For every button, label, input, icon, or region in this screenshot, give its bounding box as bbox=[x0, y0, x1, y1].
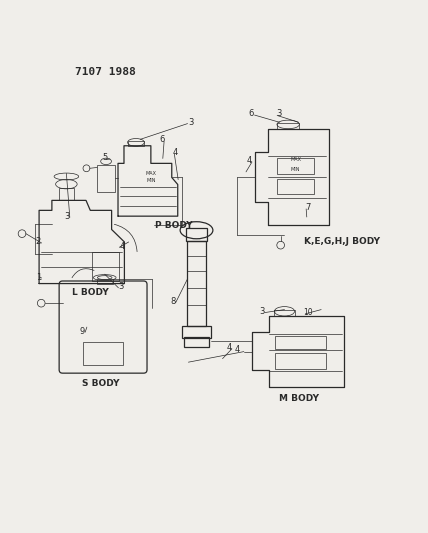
Text: P BODY: P BODY bbox=[155, 222, 192, 230]
Text: 1: 1 bbox=[36, 273, 41, 281]
Text: L BODY: L BODY bbox=[72, 288, 109, 296]
Text: 4: 4 bbox=[226, 343, 232, 352]
Bar bbox=[182, 326, 211, 338]
Text: 6: 6 bbox=[159, 135, 165, 144]
Text: MAX: MAX bbox=[290, 157, 301, 162]
Bar bbox=[97, 165, 115, 191]
Text: 6: 6 bbox=[249, 109, 254, 118]
Text: 4: 4 bbox=[247, 156, 252, 165]
Text: K,E,G,H,J BODY: K,E,G,H,J BODY bbox=[304, 237, 380, 246]
Text: 4: 4 bbox=[235, 345, 240, 354]
Bar bbox=[277, 158, 314, 174]
Text: MAX: MAX bbox=[146, 172, 156, 176]
Bar bbox=[128, 141, 144, 146]
Text: 2: 2 bbox=[36, 237, 41, 246]
Bar bbox=[97, 279, 113, 285]
Bar bbox=[187, 241, 206, 326]
Text: 3: 3 bbox=[259, 307, 265, 316]
Bar bbox=[186, 228, 207, 241]
Text: 3: 3 bbox=[188, 118, 193, 127]
Bar bbox=[92, 252, 119, 281]
Text: 3: 3 bbox=[118, 282, 124, 291]
Text: MIN: MIN bbox=[146, 179, 156, 183]
Bar bbox=[275, 353, 326, 368]
Bar bbox=[274, 310, 294, 317]
Text: 4: 4 bbox=[173, 148, 178, 157]
Text: M BODY: M BODY bbox=[279, 394, 319, 403]
Bar bbox=[277, 123, 299, 128]
Text: 9: 9 bbox=[79, 327, 84, 336]
Text: 8: 8 bbox=[170, 297, 175, 306]
Text: 7: 7 bbox=[305, 203, 311, 212]
Text: 4: 4 bbox=[120, 241, 125, 251]
Text: 3: 3 bbox=[276, 109, 282, 118]
Bar bbox=[277, 179, 314, 194]
Bar bbox=[83, 342, 123, 366]
Bar bbox=[59, 189, 74, 200]
Text: S BODY: S BODY bbox=[82, 379, 120, 389]
Text: 7107 1988: 7107 1988 bbox=[75, 67, 136, 77]
Text: 3: 3 bbox=[64, 212, 69, 221]
Text: MIN: MIN bbox=[291, 166, 300, 172]
Bar bbox=[275, 336, 326, 349]
Text: 5: 5 bbox=[103, 153, 108, 162]
Bar bbox=[184, 337, 209, 346]
Text: 10: 10 bbox=[303, 308, 313, 317]
